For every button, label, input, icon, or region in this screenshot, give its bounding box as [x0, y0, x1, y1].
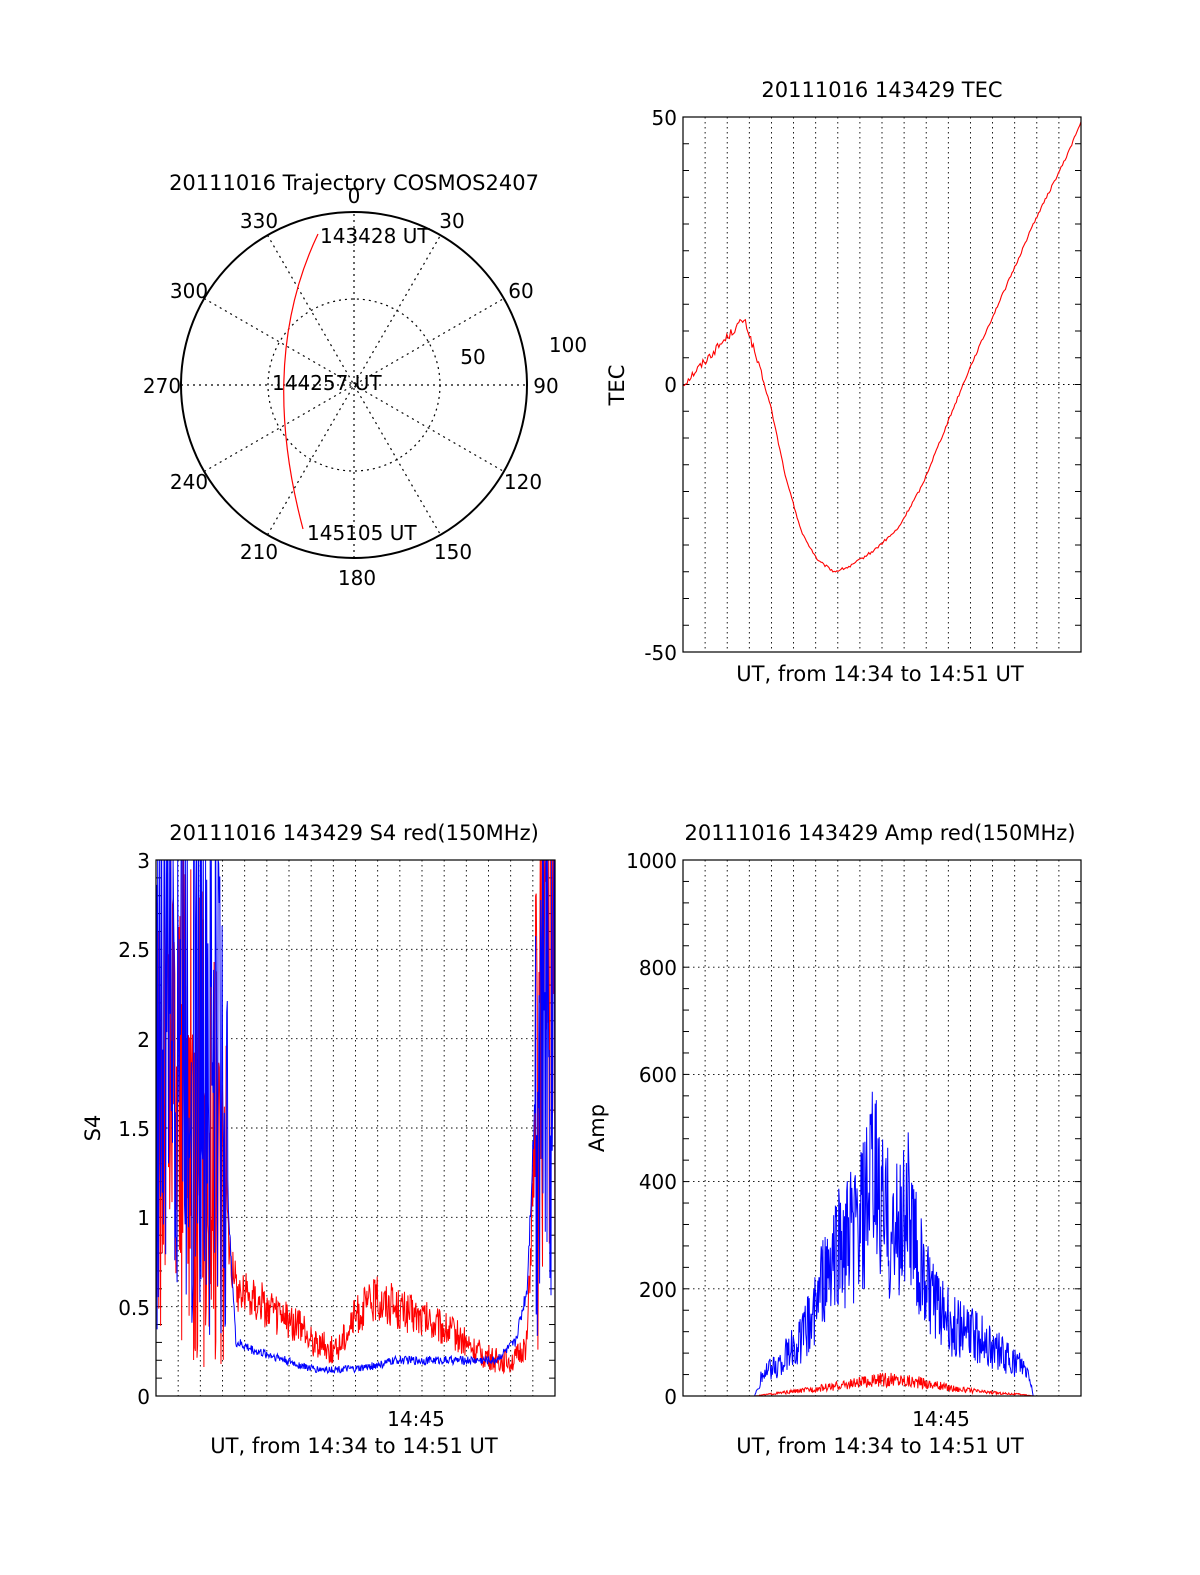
s4-series [155, 859, 556, 1375]
tec-xlabel: UT, from 14:34 to 14:51 UT [736, 662, 1024, 686]
tec-gridlines [683, 116, 1081, 653]
polar-plot: 20111016 Trajectory COSMOS2407 0 30 60 9… [143, 171, 587, 590]
radius-label-100: 100 [549, 333, 587, 357]
amp-frame [682, 859, 1082, 1397]
tec-plot: 20111016 143429 TEC 50 0 -50 TEC UT, fro… [605, 78, 1082, 686]
polar-title: 20111016 Trajectory COSMOS2407 [169, 171, 539, 195]
azimuth-label-270: 270 [143, 374, 181, 398]
amp-gridlines [683, 859, 1081, 1397]
polar-azimuth-labels: 0 30 60 90 120 150 180 210 240 270 300 3… [143, 184, 559, 590]
amp-xtick-1445: 14:45 [912, 1407, 970, 1431]
tec-series [682, 121, 1082, 573]
amp-ytick-0: 0 [664, 1385, 677, 1409]
amp-ylabel: Amp [585, 1104, 609, 1152]
s4-xlabel: UT, from 14:34 to 14:51 UT [210, 1434, 498, 1458]
s4-ytick-3: 3 [137, 849, 150, 873]
azimuth-label-300: 300 [170, 279, 208, 303]
tec-ytick-0: 0 [664, 373, 677, 397]
amp-ytick-400: 400 [639, 1170, 677, 1194]
s4-xtick-1445: 14:45 [387, 1407, 445, 1431]
s4-series-line [155, 859, 556, 1375]
s4-ytick-0: 0 [137, 1385, 150, 1409]
s4-ytick-1.5: 1.5 [118, 1117, 150, 1141]
tec-ytick-50: 50 [652, 106, 677, 130]
amp-ytick-200: 200 [639, 1278, 677, 1302]
trajectory-mid-label: 144257 UT [272, 371, 382, 395]
azimuth-label-180: 180 [338, 566, 376, 590]
s4-ytick-0.5: 0.5 [118, 1296, 150, 1320]
azimuth-label-30: 30 [439, 209, 464, 233]
polar-spoke [203, 297, 505, 473]
radius-label-50: 50 [460, 345, 485, 369]
s4-ytick-1: 1 [137, 1206, 150, 1230]
s4-frame [155, 859, 556, 1397]
s4-plot: 20111016 143429 S4 red(150MHz) 3 2.5 2 1… [81, 821, 556, 1458]
tec-frame [682, 116, 1082, 653]
s4-title: 20111016 143429 S4 red(150MHz) [169, 821, 539, 845]
azimuth-label-210: 210 [240, 540, 278, 564]
polar-spokes [181, 212, 527, 558]
azimuth-label-120: 120 [504, 470, 542, 494]
azimuth-label-60: 60 [508, 279, 533, 303]
trajectory-path [283, 233, 319, 530]
s4-ytick-2.5: 2.5 [118, 938, 150, 962]
azimuth-label-0: 0 [348, 184, 361, 208]
tec-ytick-neg50: -50 [644, 641, 677, 665]
tec-series-line [682, 121, 1082, 573]
tec-ylabel: TEC [605, 365, 629, 407]
azimuth-label-90: 90 [533, 374, 558, 398]
azimuth-label-330: 330 [240, 209, 278, 233]
s4-ytick-2: 2 [137, 1028, 150, 1052]
trajectory-end-label: 145105 UT [307, 521, 417, 545]
azimuth-label-150: 150 [434, 540, 472, 564]
amp-ytick-800: 800 [639, 956, 677, 980]
amp-title: 20111016 143429 Amp red(150MHz) [684, 821, 1075, 845]
trajectory-start-label: 143428 UT [320, 224, 430, 248]
amp-xlabel: UT, from 14:34 to 14:51 UT [736, 1434, 1024, 1458]
polar-spoke [266, 234, 442, 536]
amp-plot: 20111016 143429 Amp red(150MHz) 1000 800… [585, 821, 1082, 1458]
amp-ytick-1000: 1000 [626, 849, 677, 873]
s4-ylabel: S4 [81, 1115, 105, 1142]
amp-ytick-600: 600 [639, 1063, 677, 1087]
polar-spoke [266, 234, 442, 536]
azimuth-label-240: 240 [170, 470, 208, 494]
polar-spoke [203, 297, 505, 473]
tec-title: 20111016 143429 TEC [761, 78, 1002, 102]
